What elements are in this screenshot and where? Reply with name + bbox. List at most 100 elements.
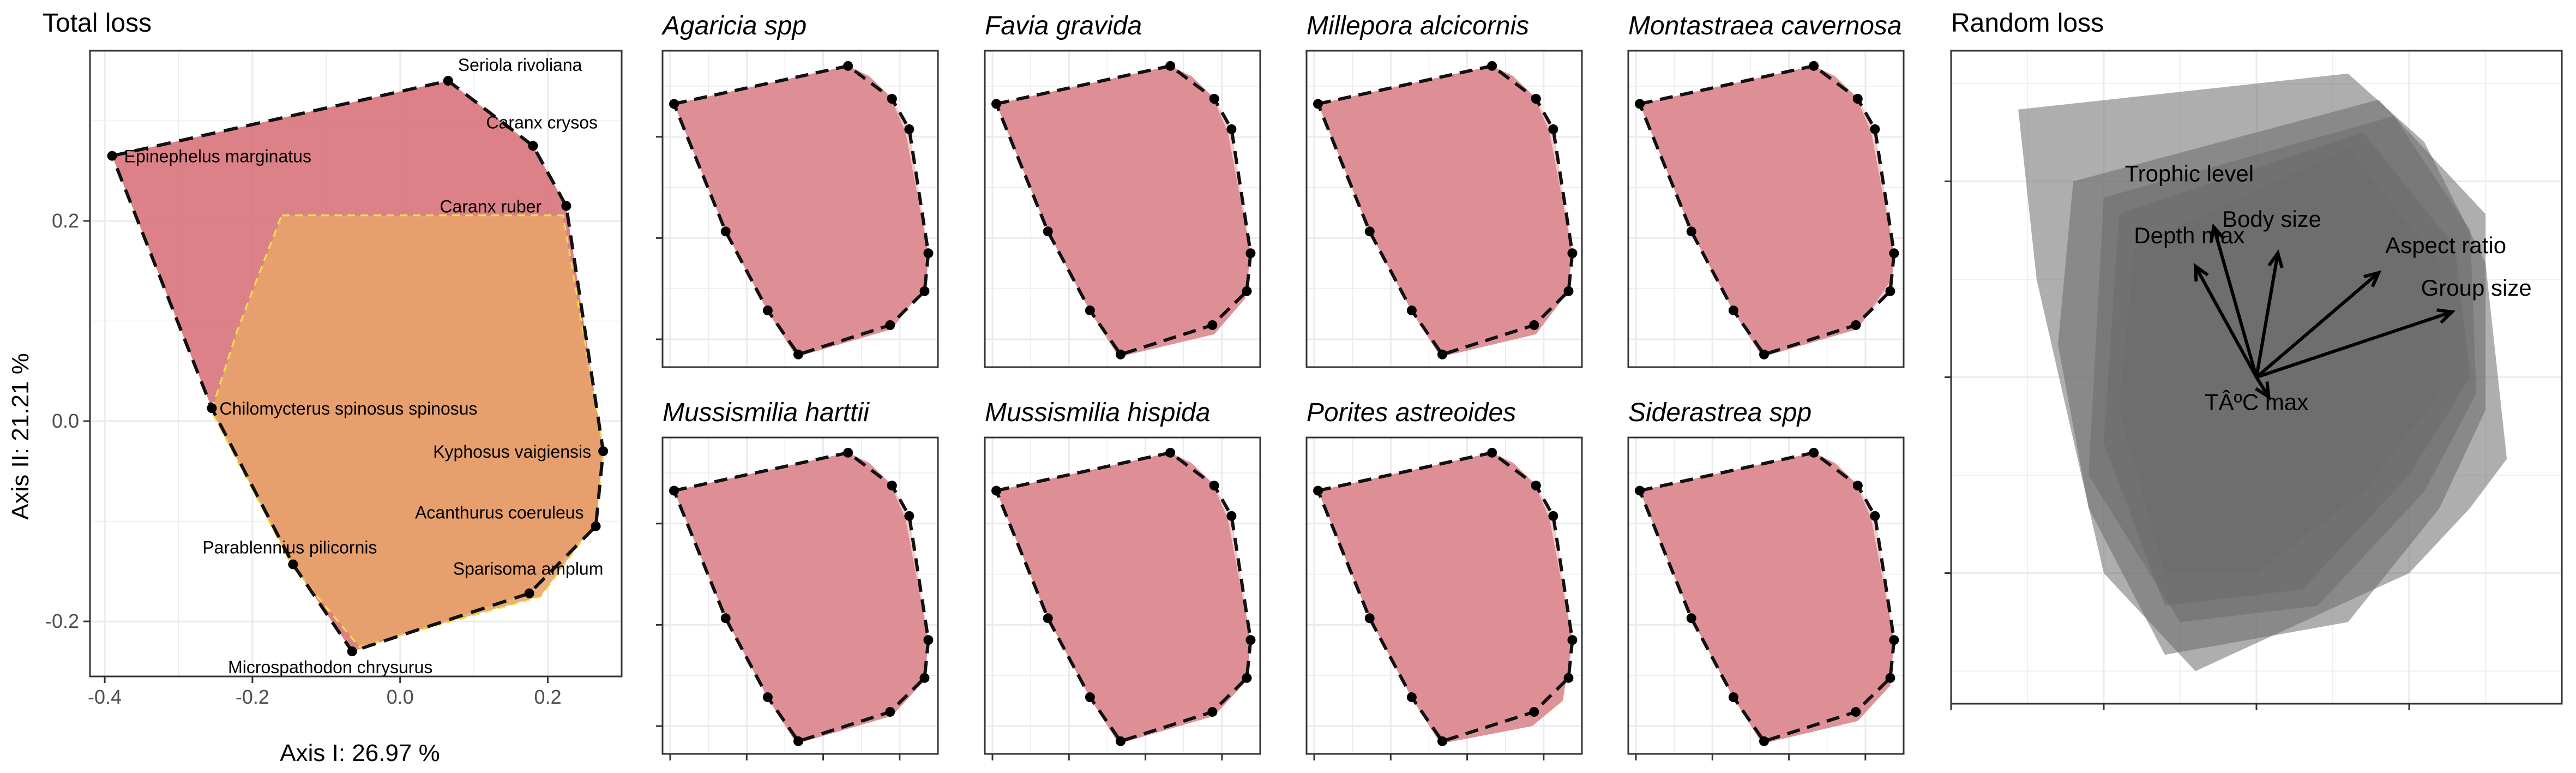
total-loss-title: Total loss <box>43 9 152 38</box>
species-label: Caranx crysos <box>486 112 598 132</box>
panel-species-point <box>904 511 914 521</box>
panel-species-point <box>1728 305 1738 316</box>
trait-label: TÂºC max <box>2205 389 2308 415</box>
panel-species-point <box>720 613 731 624</box>
panel-hull-outline <box>1637 451 1896 744</box>
panel-species-point <box>1563 673 1574 683</box>
y-tick-label: 0.2 <box>52 209 79 232</box>
species-label: Epinephelus marginatus <box>124 147 311 166</box>
species-panel: Mussismilia harttii <box>656 398 939 760</box>
species-panel-title: Mussismilia harttii <box>663 398 870 427</box>
y-tick-label: 0.0 <box>52 410 79 432</box>
panel-hull-outline <box>994 451 1253 744</box>
panel-hull-outline <box>1315 64 1574 357</box>
panel-species-point <box>991 486 1002 496</box>
random-hull-layers <box>2018 73 2507 672</box>
species-point <box>598 446 609 457</box>
panel-species-point <box>1531 94 1541 104</box>
trait-arrow-head <box>2363 270 2382 287</box>
panel-species-point <box>1851 320 1861 330</box>
panel-species-point <box>1085 692 1095 703</box>
panel-species-point <box>1406 305 1417 316</box>
panel-species-point <box>1437 349 1447 359</box>
panel-border <box>661 436 939 755</box>
trait-label: Body size <box>2222 206 2321 232</box>
panel-species-point <box>1809 447 1819 458</box>
species-panel: Montastraea cavernosa <box>1627 11 1905 368</box>
panel-species-point <box>1406 692 1417 703</box>
species-label: Seriola rivoliana <box>458 55 582 75</box>
panel-species-point <box>1207 320 1218 330</box>
species-label: Parablennius pilicornis <box>202 537 377 557</box>
panel-remaining-hull <box>1640 65 1894 357</box>
species-panel: Siderastrea spp <box>1627 398 1905 760</box>
panel-species-point <box>669 99 679 109</box>
x-tick-label: -0.2 <box>236 686 269 708</box>
panel-remaining-hull <box>674 65 929 357</box>
panel-species-point <box>1226 124 1237 134</box>
panel-hull-outline <box>671 451 930 744</box>
panel-species-point <box>1563 286 1574 296</box>
panel-species-point <box>885 706 895 717</box>
panel-species-point <box>793 736 803 746</box>
panel-species-point <box>1242 286 1252 296</box>
trait-arrows <box>2193 223 2455 400</box>
species-label: Acanthurus coeruleus <box>415 503 584 523</box>
panel-species-point <box>1487 447 1497 458</box>
trait-arrow-shaft <box>2194 265 2258 378</box>
panel-species-point <box>1851 706 1861 717</box>
overlay-hull-core <box>212 215 604 646</box>
x-tick-label: -0.4 <box>88 686 122 708</box>
panel-species-point <box>1686 226 1696 237</box>
species-panel: Mussismilia hispida <box>984 398 1261 760</box>
panel-species-point <box>1529 320 1539 330</box>
panel-species-point <box>1115 736 1126 746</box>
species-point <box>524 588 534 598</box>
trait-arrow-head <box>2209 223 2225 243</box>
species-label: Sparisoma amplum <box>453 559 604 579</box>
total-overlay-hull <box>210 214 605 648</box>
trait-arrow-shaft <box>2256 310 2453 379</box>
species-panel-title: Porites astreoides <box>1307 398 1516 427</box>
total-loss-panel: Total loss Seriola rivoliana Caranx cryso… <box>7 9 623 766</box>
y-axis-title: Axis II: 21.21 % <box>7 353 34 520</box>
trait-label: Trophic level <box>2125 160 2254 186</box>
total-y-ticks: -0.2 0.0 0.2 <box>45 209 90 632</box>
species-panel-title: Siderastrea spp <box>1628 398 1811 427</box>
trait-arrow-shaft <box>2212 226 2258 378</box>
panel-species-point <box>1043 226 1053 237</box>
panel-species-point <box>923 248 934 259</box>
trait-arrow-head <box>2436 308 2455 324</box>
panel-border <box>1305 436 1583 755</box>
panel-species-point <box>1043 613 1053 624</box>
panel-species-point <box>1567 248 1578 259</box>
panel-species-point <box>1313 99 1323 109</box>
panel-species-point <box>1209 481 1219 491</box>
panel-species-point <box>1487 61 1497 71</box>
trait-arrow-shaft <box>2255 253 2280 378</box>
trait-arrow-head <box>2267 249 2284 268</box>
species-panel-title: Mussismilia hispida <box>985 398 1210 427</box>
x-axis-title: Axis I: 26.97 % <box>280 740 440 766</box>
panel-species-point <box>1209 94 1219 104</box>
panel-border <box>984 50 1261 368</box>
panel-species-point <box>1313 486 1323 496</box>
species-point <box>528 141 538 151</box>
panel-species-point <box>1364 226 1375 237</box>
species-point <box>561 201 571 211</box>
species-panel-title: Millepora alcicornis <box>1307 11 1529 40</box>
panel-species-point <box>1635 486 1645 496</box>
panel-border <box>1627 50 1905 368</box>
panel-species-point <box>1085 305 1095 316</box>
panel-species-point <box>1529 706 1539 717</box>
panel-species-point <box>1207 706 1218 717</box>
panel-species-point <box>991 99 1002 109</box>
panel-species-point <box>1548 511 1558 521</box>
panel-species-point <box>904 124 914 134</box>
panel-species-point <box>1531 481 1541 491</box>
species-panel-title: Favia gravida <box>985 11 1142 40</box>
panel-remaining-hull <box>1318 65 1573 357</box>
panel-species-point <box>1165 61 1176 71</box>
panel-species-point <box>1809 61 1819 71</box>
